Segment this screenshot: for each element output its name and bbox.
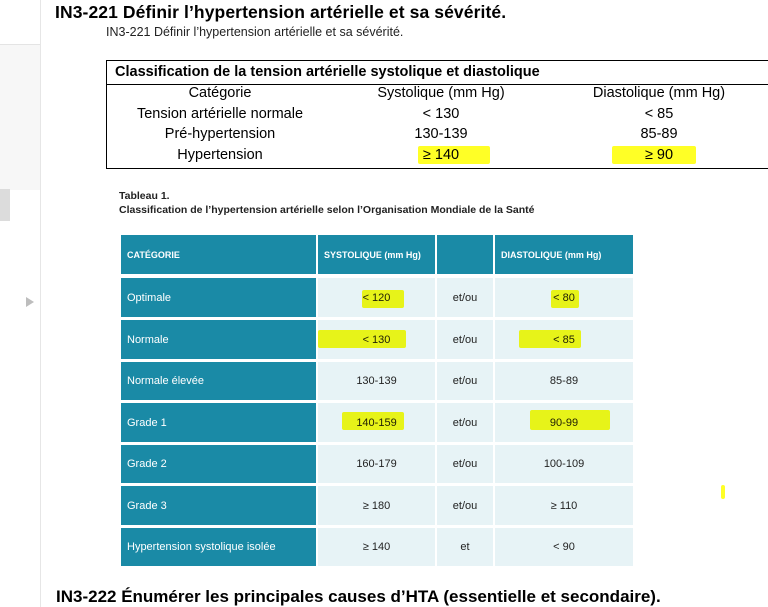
highlight-mark (519, 330, 581, 348)
row-systolic: ≥ 140 (422, 147, 460, 163)
who-row-connector: et/ou (437, 486, 493, 525)
comment-arrow-icon[interactable] (26, 297, 34, 307)
who-row-diastolic: 100-109 (495, 445, 633, 483)
who-row-category: Normale (121, 320, 316, 359)
heading-in3-221: IN3-221 Définir l’hypertension artériell… (55, 2, 507, 22)
classification-table: Classification de la tension artérielle … (106, 60, 768, 169)
table-row: Hypertension ≥ 140 ≥ 90 (107, 147, 768, 168)
who-row-connector: et/ou (437, 445, 493, 483)
highlight-mark (551, 290, 579, 308)
highlight-mark (418, 146, 490, 164)
col-header-systolic: Systolique (mm Hg) (377, 85, 505, 101)
who-row-systolic: 130-139 (318, 362, 435, 400)
row-diastolic: < 85 (644, 106, 674, 122)
margin-band (0, 44, 40, 190)
row-category: Hypertension (177, 147, 263, 163)
who-header-diastolic: DIASTOLIQUE (mm Hg) (495, 235, 633, 274)
who-row-diastolic: 85-89 (495, 362, 633, 400)
who-row-diastolic: ≥ 110 (495, 486, 633, 525)
who-row-connector: et/ou (437, 320, 493, 359)
who-row-category: Grade 3 (121, 486, 316, 525)
caption-label: Tableau 1. (119, 190, 170, 202)
who-row-category: Grade 2 (121, 445, 316, 483)
row-category: Pré-hypertension (164, 126, 276, 142)
row-category: Tension artérielle normale (136, 106, 304, 122)
table-header-row: Catégorie Systolique (mm Hg) Diastolique… (107, 85, 768, 106)
who-row-systolic: ≥ 140 (318, 528, 435, 566)
row-systolic: 130-139 (414, 126, 468, 142)
who-header-connector (437, 235, 493, 274)
caption-title: Classification de l’hypertension artérie… (119, 204, 535, 216)
row-diastolic: ≥ 90 (644, 147, 674, 163)
who-header-systolic: SYSTOLIQUE (mm Hg) (318, 235, 435, 274)
highlight-mark (318, 330, 406, 348)
who-row-category: Normale élevée (121, 362, 316, 400)
who-row-systolic: 160-179 (318, 445, 435, 483)
who-row-connector: et/ou (437, 403, 493, 442)
highlight-mark (721, 485, 725, 499)
highlight-mark (362, 290, 404, 308)
table-divider (107, 84, 768, 85)
classification-table-title: Classification de la tension artérielle … (115, 64, 540, 80)
col-header-diastolic: Diastolique (mm Hg) (592, 85, 726, 101)
who-row-connector: et/ou (437, 362, 493, 400)
row-diastolic: 85-89 (640, 126, 678, 142)
margin-marker (0, 189, 10, 221)
highlight-mark (530, 410, 610, 430)
who-row-category: Grade 1 (121, 403, 316, 442)
who-row-connector: et/ou (437, 278, 493, 317)
who-row-diastolic: < 90 (495, 528, 633, 566)
who-header-category: CATÉGORIE (121, 235, 316, 274)
table-row: Pré-hypertension 130-139 85-89 (107, 126, 768, 147)
who-row-category: Hypertension systolique isolée (121, 528, 316, 566)
left-margin-strip (0, 0, 41, 607)
highlight-mark (342, 412, 404, 430)
highlight-mark (612, 146, 696, 164)
who-table-caption: Tableau 1. Classification de l’hypertens… (119, 189, 534, 217)
who-row-connector: et (437, 528, 493, 566)
row-systolic: < 130 (422, 106, 460, 122)
heading-in3-222: IN3-222 Énumérer les principales causes … (56, 587, 661, 606)
table-row: Tension artérielle normale < 130 < 85 (107, 106, 768, 127)
col-header-category: Catégorie (188, 85, 252, 101)
who-row-category: Optimale (121, 278, 316, 317)
subheading-in3-221: IN3-221 Définir l’hypertension artériell… (106, 25, 404, 39)
who-row-systolic: ≥ 180 (318, 486, 435, 525)
